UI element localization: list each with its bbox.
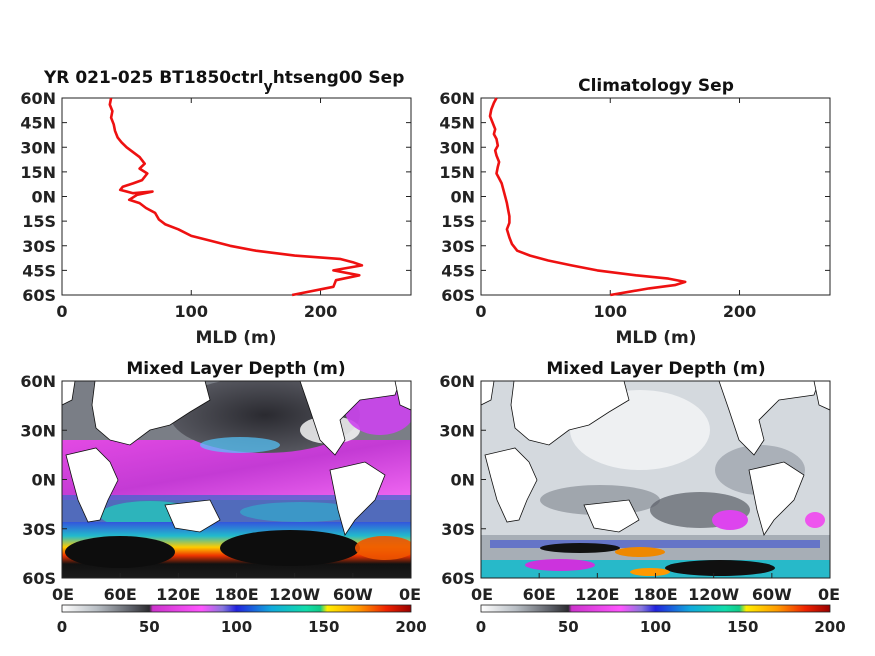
colorbar-tick-label: 200 <box>814 618 845 636</box>
chart-title: YR 021-025 BT1850ctrlyhtseng00 Sep <box>43 68 404 95</box>
map-field <box>62 381 411 578</box>
y-tick-label: 60S <box>441 286 475 305</box>
y-tick-label: 45N <box>20 114 56 133</box>
colorbar-tick-label: 100 <box>221 618 252 636</box>
x-axis-label: MLD (m) <box>195 328 276 348</box>
y-tick-label: 30S <box>441 520 475 539</box>
map-title: Mixed Layer Depth (m) <box>546 359 765 379</box>
x-tick-label: 0E <box>818 585 840 604</box>
colorbar <box>61 604 412 613</box>
x-tick-label: 60W <box>752 585 792 604</box>
y-tick-label: 30N <box>20 421 56 440</box>
x-tick-label: 60W <box>333 585 373 604</box>
y-tick-label: 0N <box>31 471 56 490</box>
y-tick-label: 60N <box>20 372 56 391</box>
map-field <box>481 381 830 578</box>
x-tick-label: 60E <box>523 585 556 604</box>
x-tick-label: 0E <box>399 585 421 604</box>
y-tick-label: 45S <box>441 261 475 280</box>
y-tick-label: 0N <box>450 471 475 490</box>
series-line <box>488 97 687 297</box>
colorbar-tick-label: 150 <box>308 618 339 636</box>
map-climatology-mld: Mixed Layer Depth (m) <box>439 359 845 636</box>
x-tick-label: 100 <box>175 302 208 321</box>
x-axis-label: MLD (m) <box>615 328 696 348</box>
y-tick-label: 15N <box>439 163 475 182</box>
x-tick-label: 180E <box>633 585 677 604</box>
y-tick-label: 30S <box>441 237 475 256</box>
y-tick-label: 15N <box>20 163 56 182</box>
x-tick-label: 0E <box>471 585 493 604</box>
y-tick-label: 0N <box>31 188 56 207</box>
y-tick-label: 15S <box>441 212 475 231</box>
x-tick-label: 0E <box>52 585 74 604</box>
line-chart-model: YR 021-025 BT1850ctrlyhtseng00 Sep 60N 45… <box>20 68 412 348</box>
colorbar-ticks: 0 50 100 150 200 <box>57 618 427 636</box>
x-tick-label: 0 <box>475 302 486 321</box>
y-tick-label: 60N <box>439 372 475 391</box>
colorbar-tick-label: 50 <box>558 618 579 636</box>
colorbar-tick-label: 50 <box>139 618 160 636</box>
chart-title: Climatology Sep <box>578 76 734 96</box>
y-tick-label: 30N <box>439 138 475 157</box>
colorbar-tick-label: 0 <box>57 618 67 636</box>
y-tick-label: 15S <box>22 212 56 231</box>
colorbar-tick-label: 0 <box>476 618 486 636</box>
colorbar-tick-label: 150 <box>727 618 758 636</box>
x-tick-label: 120W <box>688 585 739 604</box>
y-tick-label: 30S <box>22 237 56 256</box>
map-model-mld: Mixed Layer Depth (m) <box>20 359 426 636</box>
y-tick-label: 45S <box>22 261 56 280</box>
y-tick-label: 45N <box>439 114 475 133</box>
x-tick-label: 0 <box>56 302 67 321</box>
x-tick-label: 60E <box>104 585 137 604</box>
y-tick-label: 60S <box>22 569 56 588</box>
colorbar-ticks: 0 50 100 150 200 <box>476 618 846 636</box>
y-tick-label: 60N <box>439 89 475 108</box>
y-tick-label: 0N <box>450 188 475 207</box>
series-line <box>108 97 364 297</box>
plot-frame <box>480 97 831 296</box>
y-tick-label: 60S <box>441 569 475 588</box>
x-tick-label: 100 <box>594 302 627 321</box>
x-tick-label: 120W <box>269 585 320 604</box>
colorbar-tick-label: 100 <box>640 618 671 636</box>
y-tick-label: 30N <box>439 421 475 440</box>
colorbar <box>480 604 831 613</box>
colorbar-tick-label: 200 <box>395 618 426 636</box>
y-tick-label: 60N <box>20 89 56 108</box>
line-chart-climatology: Climatology Sep 60N45N30N15N0N15S30S45S6… <box>439 76 831 348</box>
map-title: Mixed Layer Depth (m) <box>126 359 345 379</box>
x-tick-label: 120E <box>156 585 200 604</box>
x-tick-label: 120E <box>575 585 619 604</box>
y-tick-label: 30N <box>20 138 56 157</box>
y-tick-label: 60S <box>22 286 56 305</box>
x-tick-label: 180E <box>214 585 258 604</box>
x-tick-label: 200 <box>723 302 756 321</box>
y-tick-label: 30S <box>22 520 56 539</box>
x-tick-label: 200 <box>304 302 337 321</box>
